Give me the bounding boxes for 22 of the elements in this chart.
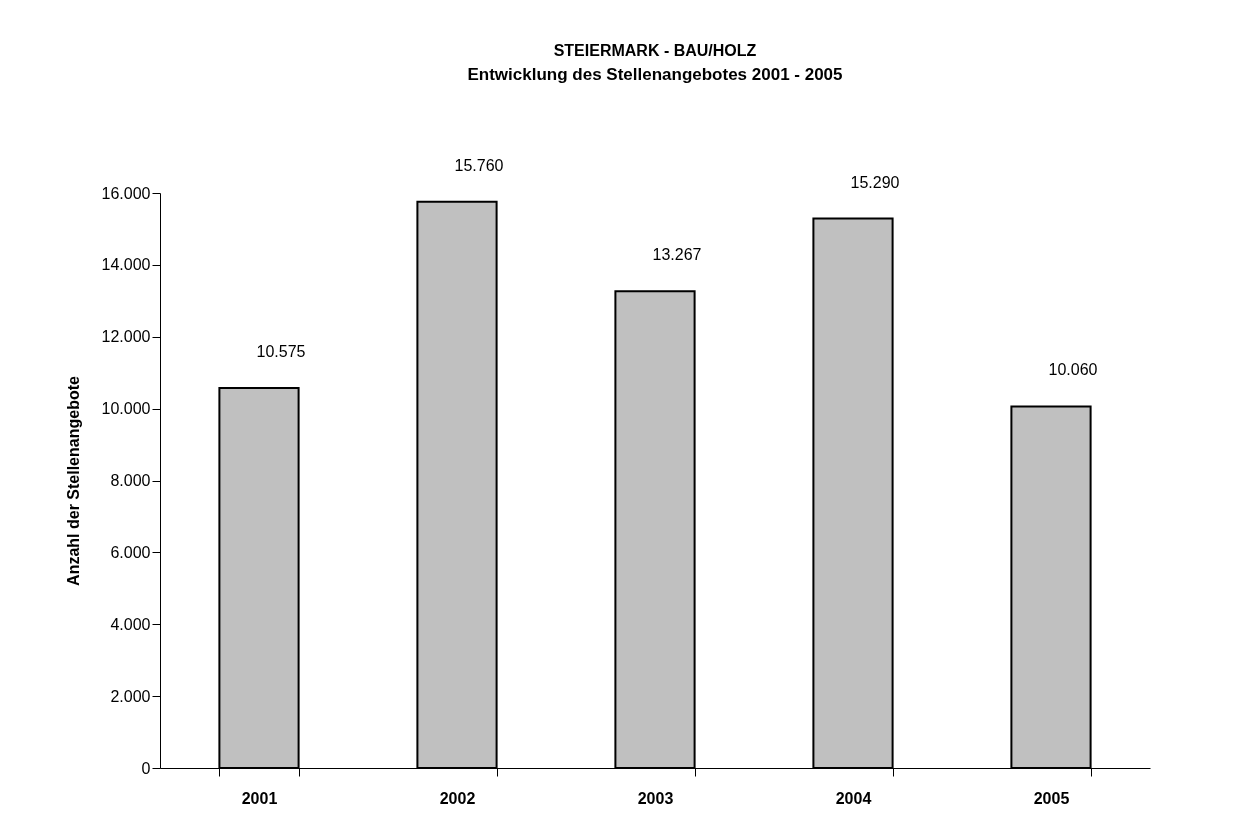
y-tick-label: 8.000: [110, 472, 151, 489]
data-label: 10.575: [256, 342, 306, 360]
data-label: 13.267: [652, 246, 702, 264]
data-label: 15.760: [454, 156, 504, 174]
chart-subtitle: Entwicklung des Stellenangebotes 2001 - 2005: [467, 64, 843, 84]
y-tick-label: 16.000: [101, 184, 151, 202]
chart-title: STEIERMARK - BAU/HOLZ: [553, 41, 757, 59]
y-tick-label: 4.000: [110, 615, 151, 633]
y-tick-label: 10.000: [101, 400, 151, 418]
y-tick-label: 6.000: [110, 543, 151, 561]
x-tick-label: 2003: [637, 789, 674, 807]
x-tick-label: 2004: [835, 789, 872, 807]
y-tick-label: 14.000: [101, 256, 151, 274]
data-label: 10.060: [1048, 361, 1098, 379]
x-tick-label: 2002: [439, 789, 476, 807]
y-tick-label: 2.000: [110, 687, 151, 705]
y-tick-label: 0: [141, 759, 151, 777]
data-label: 15.290: [850, 173, 900, 191]
y-tick-label: 12.000: [101, 328, 151, 346]
x-tick-label: 2001: [241, 789, 278, 807]
x-tick-label: 2005: [1033, 789, 1070, 807]
y-axis-title: Anzahl der Stellenangebote: [64, 375, 82, 586]
